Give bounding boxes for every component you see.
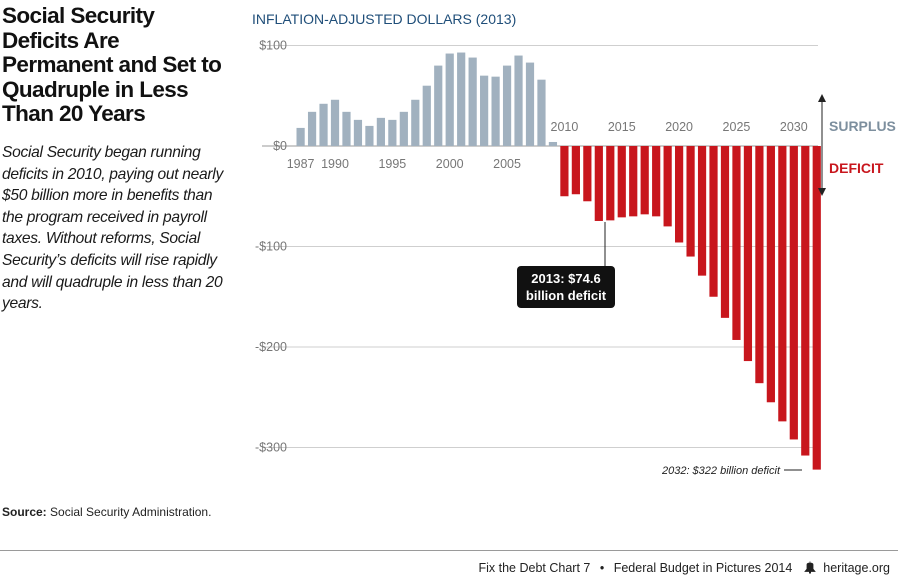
- footer: Fix the Debt Chart 7 • Federal Budget in…: [479, 561, 891, 575]
- footer-chart-label: Fix the Debt Chart 7: [478, 561, 591, 575]
- x-tick-label: 2015: [608, 120, 636, 134]
- footer-publication: Federal Budget in Pictures 2014: [613, 561, 793, 575]
- bar: [445, 53, 454, 146]
- y-tick-label: -$200: [255, 340, 287, 354]
- bar: [434, 65, 443, 146]
- bar: [812, 146, 821, 470]
- bar-series: [296, 52, 821, 470]
- bar: [652, 146, 661, 217]
- bar: [307, 111, 317, 146]
- x-tick-label: 1995: [378, 157, 406, 171]
- bar: [514, 55, 523, 146]
- bar: [319, 103, 328, 146]
- bar: [422, 85, 431, 146]
- bar: [502, 65, 512, 146]
- bar: [525, 62, 535, 146]
- bar: [480, 75, 489, 146]
- x-tick-label: 2000: [436, 157, 464, 171]
- annotation-2032-text: 2032: $322 billion deficit: [661, 465, 781, 477]
- y-tick-label: -$300: [255, 441, 287, 455]
- bar: [365, 125, 374, 146]
- surplus-deficit-arrow: [818, 94, 826, 196]
- chart-description: Social Security began running deficits i…: [2, 144, 223, 313]
- bar: [342, 111, 351, 146]
- bar: [560, 146, 569, 197]
- chart-title: Social Security Deficits Are Permanent a…: [2, 3, 222, 126]
- bar: [594, 146, 603, 221]
- bar: [537, 79, 546, 146]
- x-tick-label: 2020: [665, 120, 693, 134]
- bar: [457, 52, 466, 146]
- bar: [709, 146, 718, 297]
- chart-canvas: INFLATION-ADJUSTED DOLLARS (2013) $100 $0…: [252, 11, 896, 477]
- liberty-bell-icon: [803, 561, 816, 574]
- y-tick-label: $100: [259, 39, 287, 53]
- bar: [743, 146, 753, 362]
- annotation-2013: 2013: $74.6 billion deficit: [517, 222, 615, 308]
- bar: [583, 146, 592, 202]
- bar: [663, 146, 672, 227]
- y-tick-label: -$100: [255, 240, 287, 254]
- source-note: Source: Social Security Administration.: [2, 505, 211, 519]
- bar: [330, 99, 340, 146]
- x-tick-label: 1987: [287, 157, 315, 171]
- bar: [353, 119, 363, 146]
- x-tick-label: 2010: [551, 120, 579, 134]
- bar: [629, 146, 638, 217]
- bar: [617, 146, 626, 218]
- bar: [801, 146, 810, 456]
- bar: [720, 146, 730, 318]
- bar: [675, 146, 684, 243]
- bar: [388, 119, 397, 146]
- deficit-label: DEFICIT: [829, 160, 884, 176]
- bar: [789, 146, 798, 440]
- source-text: Social Security Administration.: [50, 505, 212, 519]
- bar: [296, 127, 305, 146]
- bar: [686, 146, 695, 257]
- surplus-label: SURPLUS: [829, 118, 896, 134]
- footer-separator: •: [599, 561, 605, 575]
- bar: [376, 117, 385, 146]
- bar: [697, 146, 707, 276]
- x-tick-label: 2025: [723, 120, 751, 134]
- bar: [571, 146, 580, 195]
- annotation-2013-line2: billion deficit: [526, 288, 607, 303]
- x-tick-label: 2030: [780, 120, 808, 134]
- bar: [606, 146, 615, 221]
- bar: [766, 146, 775, 403]
- y-axis-labels: $100 $0 -$100 -$200 -$300: [255, 39, 287, 455]
- x-tick-label: 1990: [321, 157, 349, 171]
- footer-divider: [0, 550, 898, 551]
- bar: [732, 146, 741, 340]
- bar: [491, 76, 500, 146]
- bar: [640, 146, 649, 215]
- bar: [548, 141, 558, 146]
- x-axis-labels: 1987 1990 1995 2000 2005 2010 2015 2020 2025 2030: [287, 120, 808, 171]
- bar: [468, 57, 477, 147]
- bar: [411, 99, 420, 146]
- bar: [755, 146, 764, 384]
- x-tick-label: 2005: [493, 157, 521, 171]
- annotation-2013-line1: 2013: $74.6: [531, 271, 600, 286]
- bar: [399, 111, 408, 146]
- chart-subtitle: INFLATION-ADJUSTED DOLLARS (2013): [252, 11, 516, 27]
- bar: [778, 146, 787, 422]
- footer-site[interactable]: heritage.org: [823, 561, 890, 575]
- annotation-2032: 2032: $322 billion deficit: [661, 465, 802, 477]
- y-tick-label: $0: [273, 139, 287, 153]
- source-label: Source:: [2, 505, 47, 519]
